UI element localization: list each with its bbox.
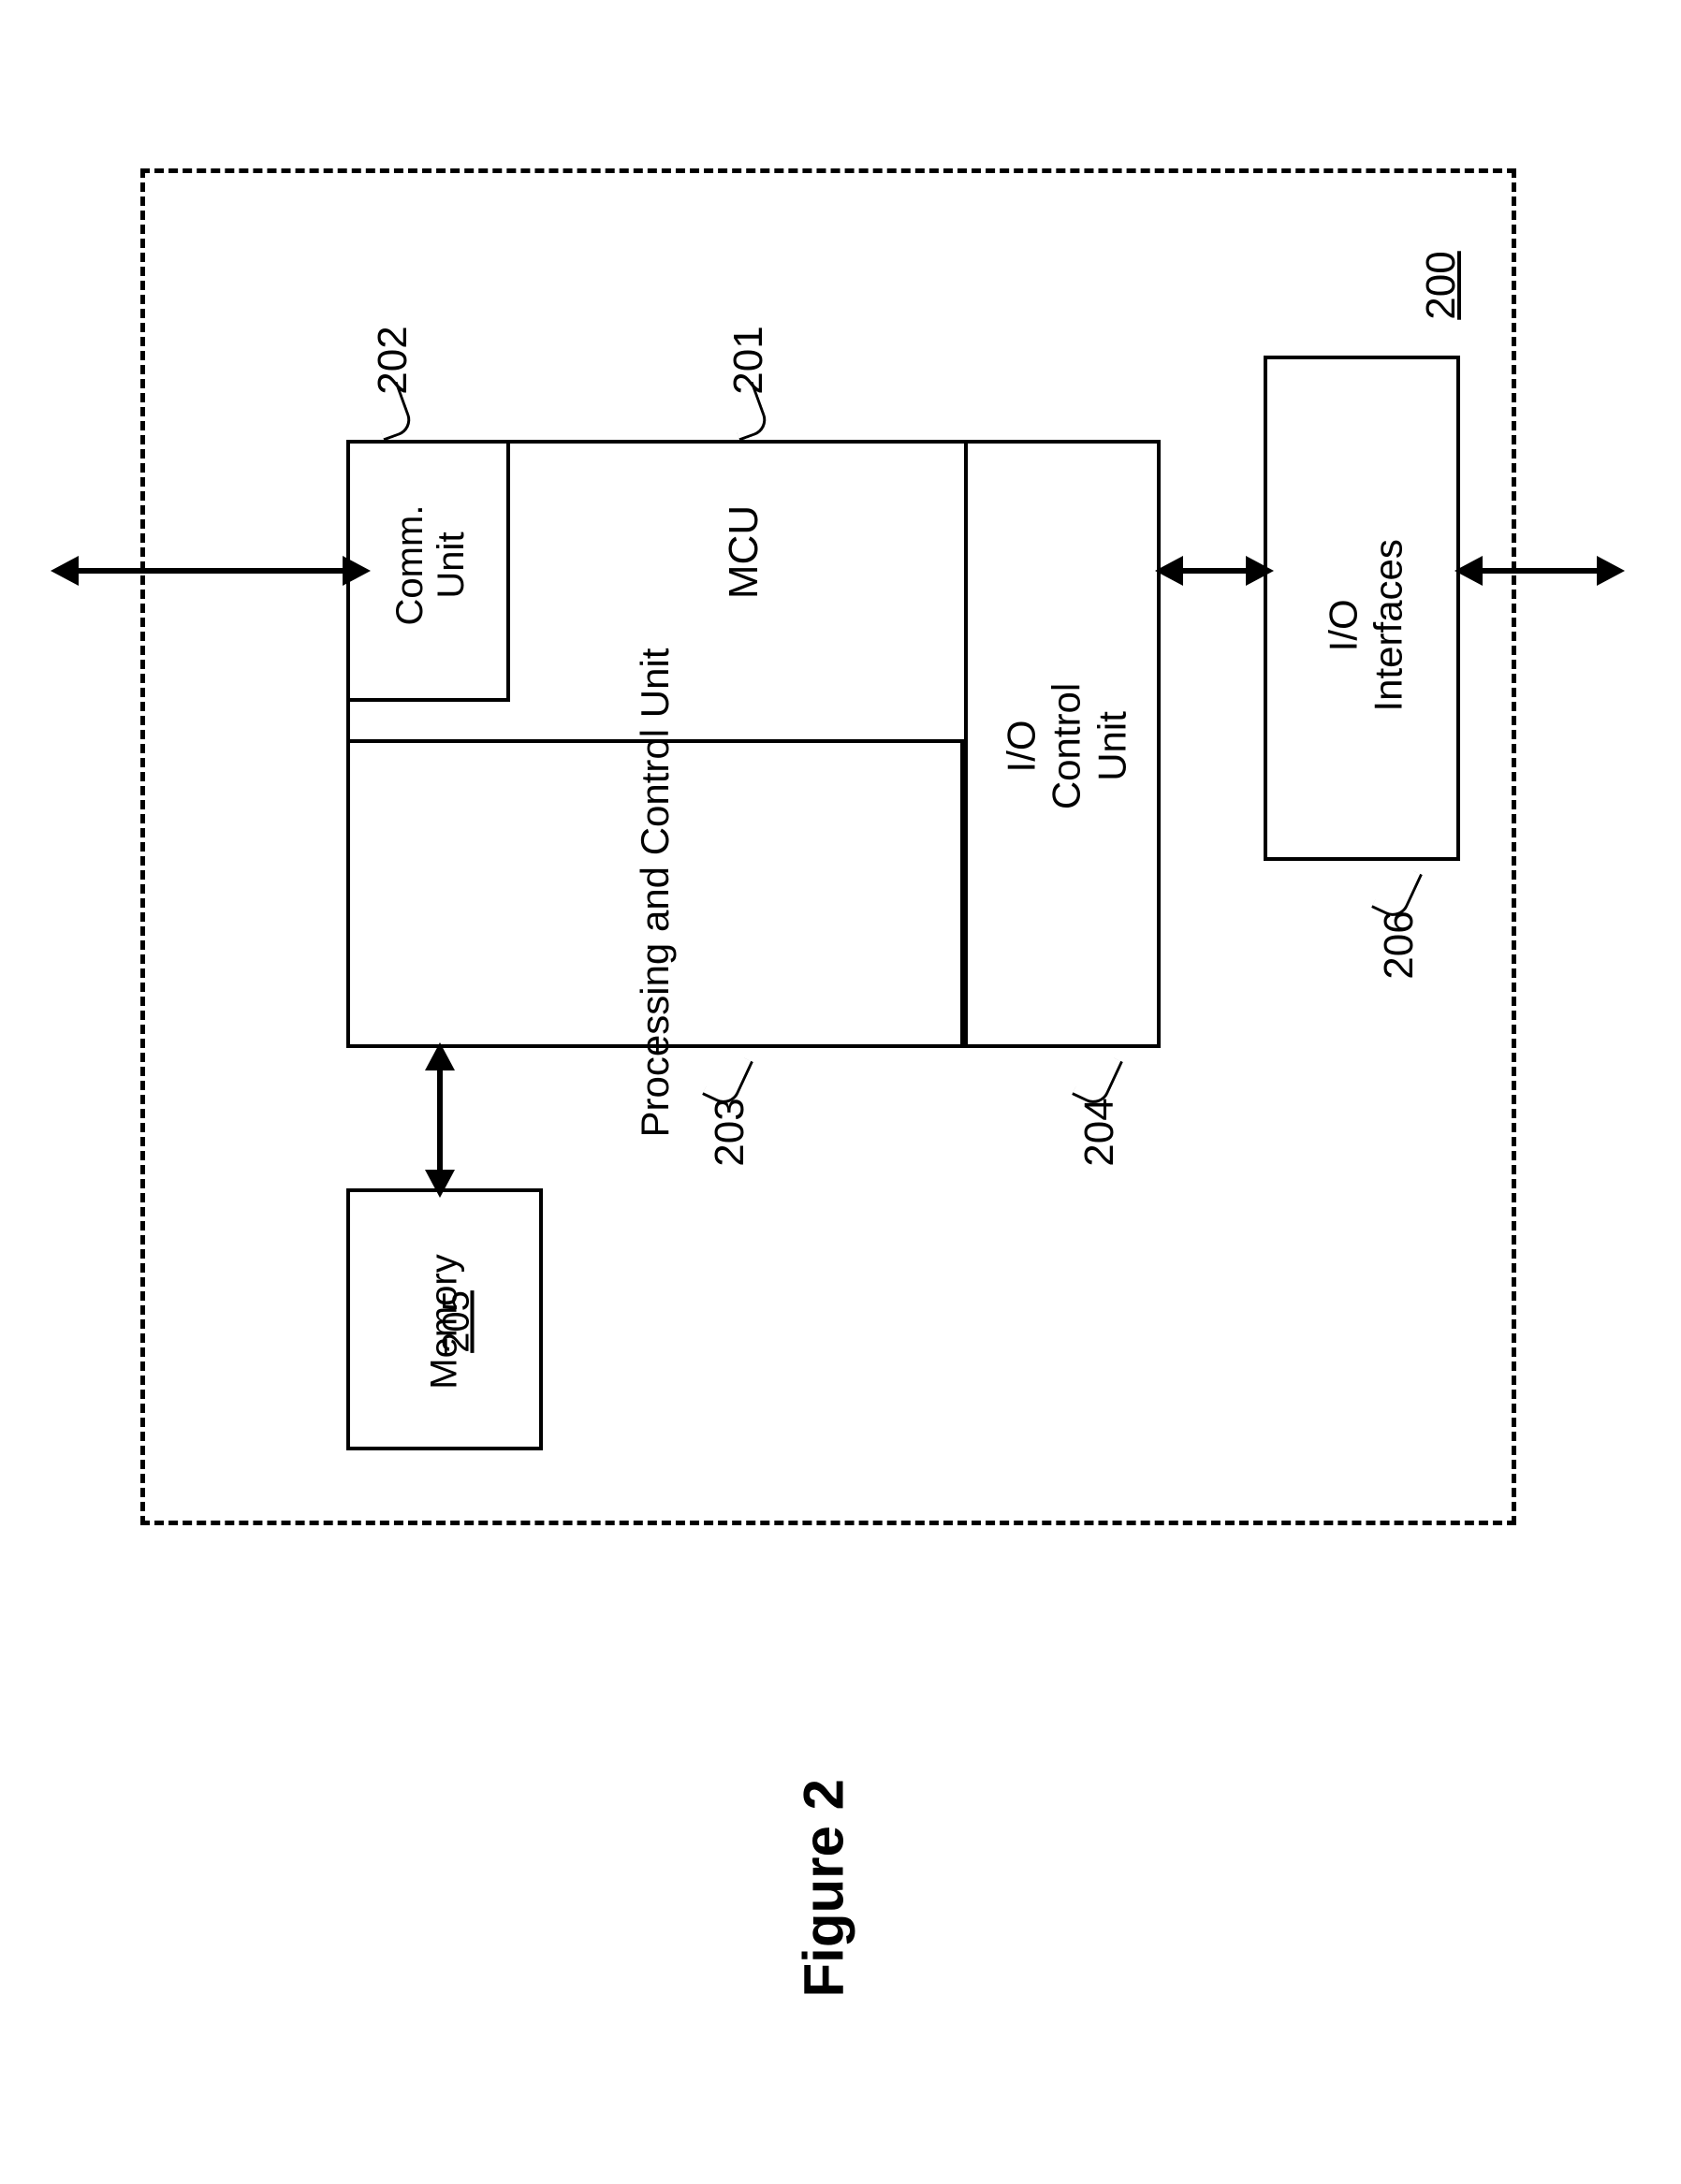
label-mcu: MCU — [721, 482, 767, 622]
arrowhead-right-4 — [1597, 556, 1625, 586]
arrowhead-right-3 — [1246, 556, 1274, 586]
ref-205: 205 — [436, 1275, 478, 1369]
label-ioctl: I/O Control Unit — [1000, 676, 1135, 816]
edge-ioif-ext — [1479, 568, 1601, 574]
ref-202: 202 — [370, 313, 417, 407]
arrowhead-left-4 — [1454, 556, 1483, 586]
ref-201: 201 — [725, 313, 772, 407]
arrowhead-up-2 — [425, 1042, 455, 1070]
edge-ext-comm — [75, 568, 346, 574]
ref-203: 203 — [707, 1085, 753, 1179]
ref-206: 206 — [1376, 898, 1423, 992]
label-ioif: I/O Interfaces — [1322, 531, 1412, 719]
arrowhead-right-1 — [343, 556, 371, 586]
arrowhead-left-3 — [1155, 556, 1183, 586]
diagram-canvas: 200 MCU 201 Comm. Unit 202 Processing an… — [0, 0, 1681, 2184]
ref-204: 204 — [1076, 1085, 1123, 1179]
label-comm: Comm. Unit — [389, 504, 472, 626]
figure-caption: Figure 2 — [792, 1717, 856, 1998]
edge-proc-mem — [437, 1067, 443, 1174]
label-proc: Processing and Control Unit — [633, 621, 678, 1164]
edge-ioctl-ioif — [1179, 568, 1250, 574]
arrowhead-left-1 — [51, 556, 79, 586]
ref-200: 200 — [1418, 239, 1465, 332]
arrowhead-down-2 — [425, 1170, 455, 1198]
